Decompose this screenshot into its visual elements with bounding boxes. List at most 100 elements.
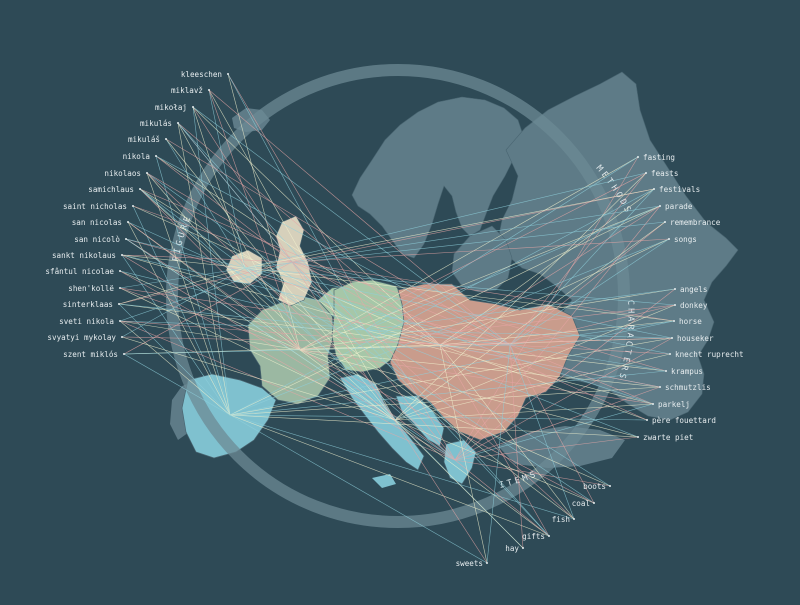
connection-line (454, 386, 661, 461)
figure-label-szent-miklos: szent miklós (63, 350, 118, 359)
item-anchor-dot (573, 518, 575, 520)
connection-line (229, 386, 661, 416)
figure-anchor-dot (125, 238, 127, 240)
connection-line (509, 344, 671, 355)
connection-line (155, 155, 293, 263)
connection-line (155, 155, 511, 346)
character-label-horse: horse (679, 317, 702, 326)
connection-line (299, 349, 654, 405)
character-label-zwarte-piet: zwarte piet (643, 433, 693, 442)
connection-line (454, 337, 673, 461)
item-label-fish: fish (552, 515, 570, 524)
connection-line (299, 349, 639, 438)
connection-line (244, 267, 671, 355)
connection-line (364, 205, 661, 331)
character-label-knecht-ruprecht: knecht ruprecht (675, 350, 744, 359)
connection-line (439, 344, 648, 421)
character-label-angels: angels (680, 285, 707, 294)
character-anchor-dot (637, 436, 639, 438)
connection-line (119, 320, 301, 351)
figure-label-sankt-nikolaus: sankt nikolaus (52, 251, 116, 260)
connection-line (291, 188, 655, 263)
connection-line (509, 188, 655, 346)
connection-line (291, 205, 661, 263)
connection-line (208, 89, 396, 421)
connection-line (146, 172, 231, 416)
figure-anchor-dot (119, 270, 121, 272)
item-anchor-dot (548, 535, 550, 537)
connection-line (439, 344, 550, 537)
item-anchor-dot (522, 547, 524, 549)
figure-label-svyatyi-mykolay: svyatyi mykolay (47, 333, 116, 342)
connection-line (439, 238, 670, 346)
figure-label-sinterklaas: sinterklaas (63, 300, 113, 309)
connection-line (299, 304, 676, 351)
figure-anchor-dot (121, 254, 123, 256)
connection-line (192, 106, 511, 346)
connection-line (299, 349, 661, 388)
figure-label-sfantul-nicolae: sfântul nicolae (45, 267, 114, 276)
connection-line (229, 414, 648, 421)
connection-line (125, 238, 511, 346)
connection-line (119, 320, 456, 461)
connection-line (394, 221, 666, 421)
connection-line (125, 238, 246, 269)
figure-anchor-dot (208, 89, 210, 91)
figure-label-saint-nicholas: saint nicholas (63, 202, 127, 211)
connection-line (291, 261, 550, 537)
connection-line (509, 344, 524, 549)
connection-line (244, 172, 647, 269)
connection-line (165, 138, 511, 346)
connection-line (454, 156, 639, 461)
figure-label-mikulas: mikuláš (128, 135, 160, 144)
item-anchor-dot (486, 562, 488, 564)
connection-line (439, 344, 575, 520)
figure-anchor-dot (165, 138, 167, 140)
method-anchor-dot (668, 238, 670, 240)
connection-line (139, 188, 366, 331)
connection-line (208, 89, 246, 269)
connection-line (123, 353, 231, 416)
connection-line (229, 414, 639, 438)
connection-line (177, 122, 293, 263)
sicily-shape (372, 474, 396, 488)
character-anchor-dot (674, 288, 676, 290)
connection-line (291, 238, 670, 263)
method-label-feasts: feasts (651, 169, 678, 178)
connection-line (119, 320, 231, 416)
figure-label-sveti-nikola: sveti nikola (59, 317, 114, 326)
connection-line (454, 459, 550, 537)
connection-line (132, 205, 441, 346)
connection-line (165, 138, 396, 421)
connection-line (394, 419, 595, 504)
connection-line (119, 267, 246, 289)
connection-line (119, 270, 456, 461)
connection-line (119, 320, 441, 346)
character-anchor-dot (652, 403, 654, 405)
connection-line (155, 155, 441, 346)
connection-line (364, 329, 673, 339)
method-anchor-dot (637, 156, 639, 158)
connection-line (229, 320, 675, 416)
connection-line (208, 89, 301, 351)
character-label-donkey: donkey (680, 301, 708, 310)
connection-line (146, 172, 456, 461)
connection-line (192, 106, 246, 269)
connection-line (291, 261, 675, 322)
connection-line (509, 344, 595, 504)
connection-line (125, 238, 301, 351)
character-anchor-dot (671, 337, 673, 339)
figure-anchor-dot (227, 73, 229, 75)
character-anchor-dot (669, 353, 671, 355)
item-label-boots: boots (583, 482, 606, 491)
item-anchor-dot (609, 485, 611, 487)
connection-line (127, 221, 231, 416)
connection-line (291, 261, 673, 339)
connection-line (155, 155, 231, 416)
connection-line (244, 188, 655, 269)
connection-line (118, 267, 246, 305)
connection-line (454, 436, 639, 461)
connection-line (119, 270, 366, 331)
connection-line (364, 329, 654, 405)
connection-line (177, 122, 366, 331)
